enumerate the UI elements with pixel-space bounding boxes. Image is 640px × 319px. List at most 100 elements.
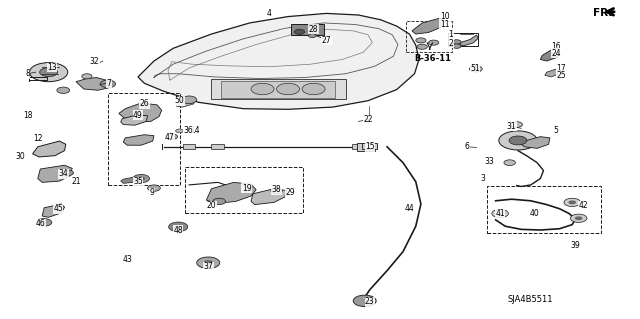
Text: 32: 32 bbox=[90, 56, 99, 65]
Bar bbox=[108, 93, 179, 185]
Text: B-36-11: B-36-11 bbox=[415, 54, 451, 63]
Polygon shape bbox=[121, 115, 148, 125]
Text: 25: 25 bbox=[557, 71, 566, 80]
Text: 27: 27 bbox=[321, 36, 331, 45]
Text: 35: 35 bbox=[133, 177, 143, 186]
Text: 6: 6 bbox=[465, 142, 469, 151]
Circle shape bbox=[429, 40, 439, 45]
Circle shape bbox=[100, 80, 116, 88]
Circle shape bbox=[511, 122, 522, 127]
Circle shape bbox=[416, 38, 426, 43]
Bar bbox=[352, 144, 365, 149]
Text: 48: 48 bbox=[173, 226, 183, 234]
Text: 5: 5 bbox=[554, 126, 559, 135]
Polygon shape bbox=[176, 99, 195, 107]
Circle shape bbox=[496, 211, 504, 215]
Circle shape bbox=[133, 174, 150, 183]
Circle shape bbox=[276, 83, 300, 95]
Polygon shape bbox=[521, 137, 550, 148]
Text: 51: 51 bbox=[470, 64, 480, 73]
Bar bbox=[221, 81, 335, 98]
Text: 10: 10 bbox=[440, 12, 449, 21]
Circle shape bbox=[570, 214, 587, 222]
Text: 18: 18 bbox=[23, 111, 32, 120]
Circle shape bbox=[212, 198, 225, 204]
Circle shape bbox=[452, 40, 461, 44]
Polygon shape bbox=[38, 165, 72, 182]
Text: 49: 49 bbox=[133, 111, 143, 120]
Text: 22: 22 bbox=[363, 115, 372, 124]
Text: 30: 30 bbox=[15, 152, 25, 161]
Text: 17: 17 bbox=[557, 64, 566, 73]
Text: 14: 14 bbox=[191, 126, 200, 135]
Circle shape bbox=[575, 216, 582, 220]
Text: 3: 3 bbox=[481, 174, 485, 183]
Polygon shape bbox=[119, 103, 162, 122]
Circle shape bbox=[148, 185, 161, 191]
Text: 12: 12 bbox=[33, 134, 42, 143]
Circle shape bbox=[504, 160, 515, 166]
Polygon shape bbox=[138, 13, 419, 109]
Text: 44: 44 bbox=[404, 204, 414, 213]
Circle shape bbox=[40, 68, 58, 77]
Text: 46: 46 bbox=[35, 219, 45, 228]
Text: 36: 36 bbox=[184, 126, 193, 135]
Text: 47: 47 bbox=[165, 133, 175, 142]
Text: 1: 1 bbox=[449, 30, 453, 39]
Text: 16: 16 bbox=[552, 42, 561, 51]
Text: 21: 21 bbox=[71, 177, 81, 186]
Text: 41: 41 bbox=[495, 209, 505, 218]
Text: SJA4B5511: SJA4B5511 bbox=[508, 295, 554, 304]
Text: 13: 13 bbox=[47, 63, 56, 72]
Text: 38: 38 bbox=[272, 185, 282, 194]
Circle shape bbox=[36, 219, 52, 226]
Circle shape bbox=[308, 34, 316, 38]
Circle shape bbox=[353, 295, 376, 307]
Text: 24: 24 bbox=[552, 48, 561, 58]
Polygon shape bbox=[251, 189, 287, 204]
Circle shape bbox=[564, 198, 580, 206]
Text: 34: 34 bbox=[58, 169, 68, 178]
Polygon shape bbox=[42, 204, 65, 217]
Text: 31: 31 bbox=[507, 122, 516, 131]
Circle shape bbox=[82, 74, 92, 79]
Text: 15: 15 bbox=[365, 142, 374, 151]
Bar bbox=[182, 144, 195, 149]
Bar bbox=[211, 144, 224, 149]
Circle shape bbox=[138, 177, 145, 181]
Text: 42: 42 bbox=[579, 201, 588, 210]
Circle shape bbox=[169, 222, 188, 232]
Circle shape bbox=[294, 29, 305, 34]
Circle shape bbox=[469, 66, 482, 72]
Circle shape bbox=[175, 129, 183, 133]
Text: 33: 33 bbox=[484, 157, 494, 166]
Bar bbox=[357, 143, 375, 151]
Circle shape bbox=[417, 44, 428, 49]
Circle shape bbox=[509, 136, 527, 145]
Bar bbox=[291, 24, 324, 35]
Circle shape bbox=[302, 83, 325, 95]
Text: 29: 29 bbox=[285, 188, 295, 197]
Bar bbox=[211, 78, 346, 99]
Text: 26: 26 bbox=[140, 100, 149, 108]
Bar bbox=[448, 33, 478, 46]
Circle shape bbox=[492, 209, 508, 218]
Circle shape bbox=[196, 257, 220, 269]
Text: 40: 40 bbox=[530, 209, 540, 218]
Circle shape bbox=[499, 131, 537, 150]
Circle shape bbox=[271, 188, 282, 194]
Polygon shape bbox=[412, 18, 445, 34]
Polygon shape bbox=[76, 78, 111, 90]
Text: 19: 19 bbox=[242, 184, 252, 193]
Text: 7: 7 bbox=[107, 79, 112, 88]
Circle shape bbox=[166, 134, 177, 139]
Circle shape bbox=[57, 87, 70, 93]
Bar bbox=[487, 187, 601, 233]
Circle shape bbox=[29, 63, 68, 82]
Text: 11: 11 bbox=[440, 20, 449, 29]
Text: 2: 2 bbox=[449, 39, 453, 48]
Bar bbox=[184, 167, 303, 213]
Bar bbox=[362, 143, 378, 149]
Text: 45: 45 bbox=[53, 204, 63, 213]
Polygon shape bbox=[460, 35, 478, 46]
